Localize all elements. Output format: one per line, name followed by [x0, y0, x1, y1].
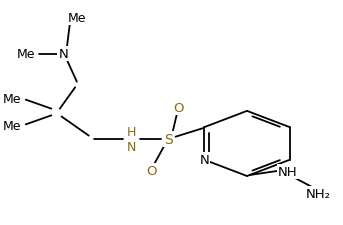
Text: Me: Me [68, 12, 86, 25]
Text: O: O [146, 164, 157, 177]
Text: NH₂: NH₂ [306, 188, 331, 201]
Text: Me: Me [16, 48, 35, 61]
Text: O: O [174, 101, 184, 115]
Text: N: N [199, 153, 209, 166]
Text: S: S [164, 132, 173, 146]
Text: H
N: H N [127, 125, 136, 153]
Text: Me: Me [3, 119, 21, 132]
Text: N: N [58, 48, 68, 61]
Text: Me: Me [3, 93, 21, 106]
Text: NH: NH [278, 165, 298, 178]
